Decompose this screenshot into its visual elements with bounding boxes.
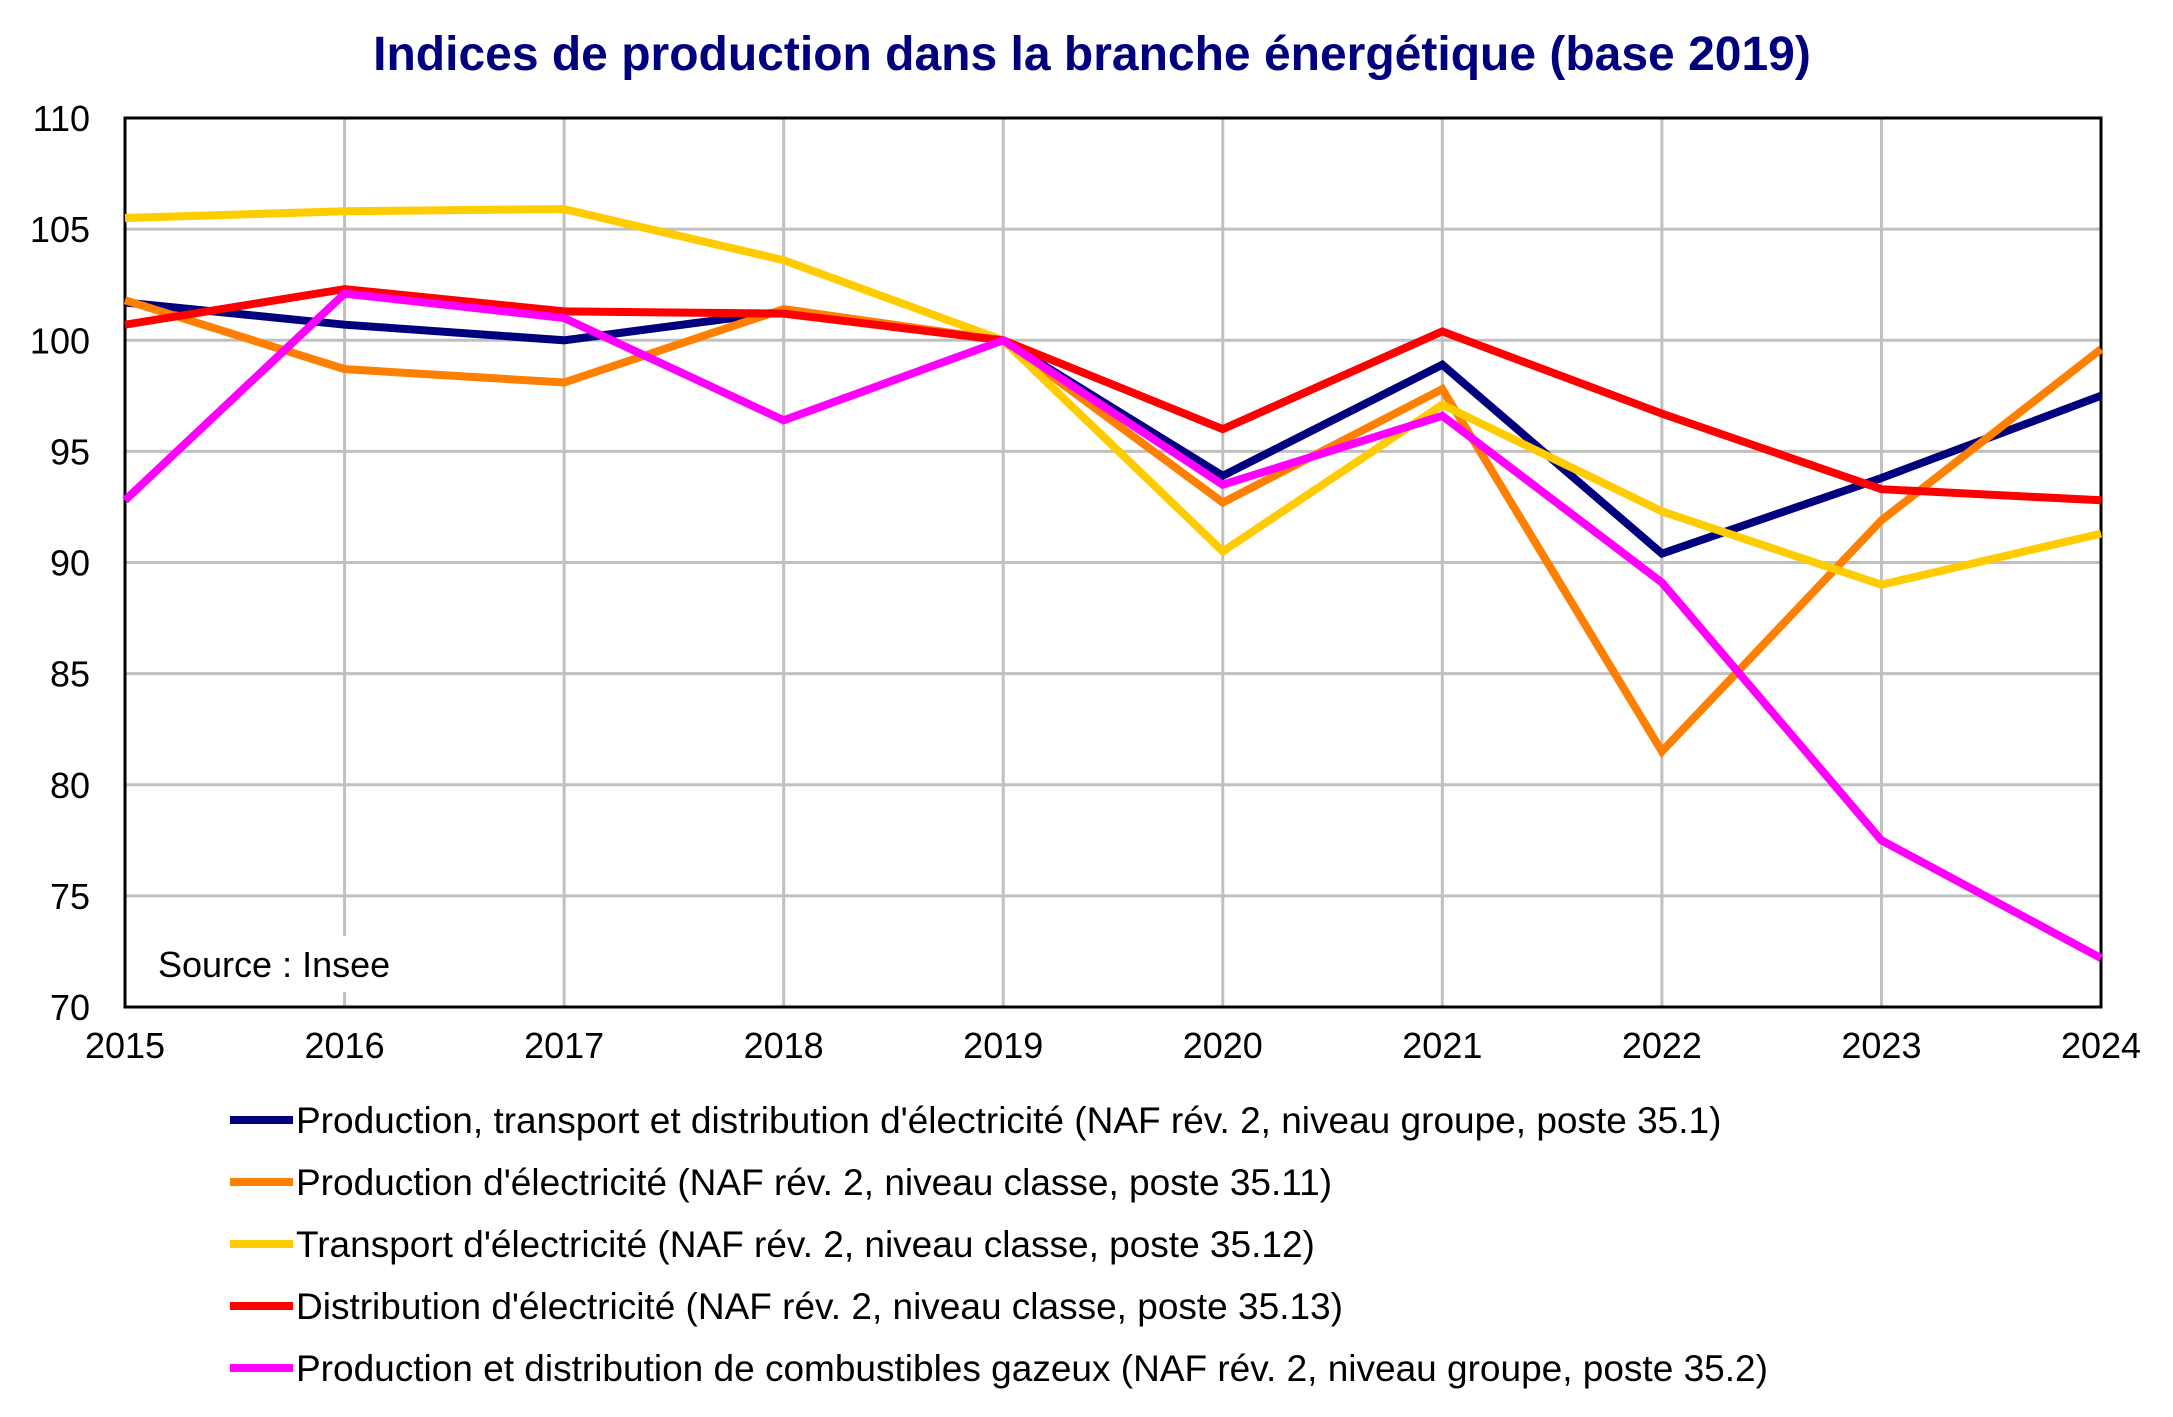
- y-axis-tick-labels: 70 75 80 85 90 95 100 105 110: [30, 98, 90, 1028]
- y-tick-label: 105: [30, 209, 90, 250]
- legend-label: Distribution d'électricité (NAF rév. 2, …: [296, 1286, 1343, 1327]
- plot-frame: [123, 116, 2103, 1009]
- x-tick-label: 2024: [2061, 1025, 2141, 1066]
- x-tick-label: 2019: [963, 1025, 1043, 1066]
- legend-label: Production et distribution de combustibl…: [296, 1348, 1768, 1389]
- source-note-background: [145, 936, 445, 992]
- x-tick-label: 2020: [1183, 1025, 1263, 1066]
- x-tick-label: 2023: [1841, 1025, 1921, 1066]
- legend: Production, transport et distribution d'…: [230, 1100, 1768, 1389]
- horizontal-gridlines: [125, 227, 2101, 898]
- series-line: [123, 296, 2104, 758]
- x-tick-label: 2022: [1622, 1025, 1702, 1066]
- x-tick-label: 2018: [744, 1025, 824, 1066]
- y-tick-label: 90: [50, 543, 90, 584]
- legend-label: Transport d'électricité (NAF rév. 2, niv…: [296, 1224, 1315, 1265]
- legend-label: Production d'électricité (NAF rév. 2, ni…: [296, 1162, 1332, 1203]
- y-tick-label: 100: [30, 320, 90, 361]
- legend-label: Production, transport et distribution d'…: [296, 1100, 1721, 1141]
- chart-title: Indices de production dans la branche én…: [373, 28, 1811, 81]
- series-line: [122, 289, 2103, 962]
- y-tick-label: 85: [50, 654, 90, 695]
- y-tick-label: 95: [50, 431, 90, 472]
- y-tick-label: 80: [50, 765, 90, 806]
- series-lines: [122, 205, 2104, 962]
- x-tick-label: 2016: [305, 1025, 385, 1066]
- y-tick-label: 110: [33, 98, 90, 139]
- x-tick-label: 2021: [1402, 1025, 1482, 1066]
- x-tick-label: 2015: [85, 1025, 165, 1066]
- y-tick-label: 75: [50, 876, 90, 917]
- x-axis-tick-labels: 2015 2016 2017 2018 2019 2020 2021 2022 2023 2024: [85, 1025, 2141, 1066]
- x-tick-label: 2017: [524, 1025, 604, 1066]
- source-note: Source : Insee: [158, 944, 390, 985]
- series-line: [124, 205, 2102, 589]
- y-tick-label: 70: [50, 987, 90, 1028]
- series-line: [124, 285, 2102, 505]
